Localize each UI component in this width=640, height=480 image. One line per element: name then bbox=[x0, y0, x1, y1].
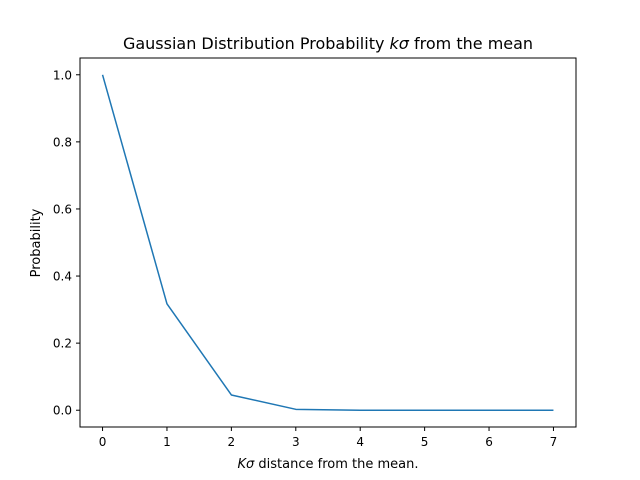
x-tick-label: 2 bbox=[228, 435, 236, 449]
x-axis-label-suffix: distance from the mean. bbox=[254, 457, 418, 472]
x-tick-label: 3 bbox=[292, 435, 300, 449]
x-tick-label: 4 bbox=[356, 435, 364, 449]
y-tick-label: 0.2 bbox=[53, 337, 72, 351]
y-tick-label: 1.0 bbox=[53, 68, 72, 82]
x-tick-label: 5 bbox=[421, 435, 429, 449]
plot-frame bbox=[79, 57, 577, 428]
chart-title-prefix: Gaussian Distribution Probability bbox=[123, 34, 390, 53]
y-tick-label: 0.8 bbox=[53, 135, 72, 149]
y-tick-label: 0.6 bbox=[53, 202, 72, 216]
x-axis: 0 1 2 3 4 5 6 7 bbox=[99, 427, 558, 449]
x-axis-label-math: Kσ bbox=[238, 457, 256, 472]
chart-title-math: kσ bbox=[390, 34, 410, 53]
x-axis-label: Kσ distance from the mean. bbox=[238, 457, 419, 472]
plot-area bbox=[79, 57, 577, 428]
chart-title: Gaussian Distribution Probability kσ fro… bbox=[123, 34, 533, 53]
series-line bbox=[101, 74, 554, 411]
x-tick-label: 6 bbox=[485, 435, 493, 449]
y-tick-label: 0.0 bbox=[53, 404, 72, 418]
y-axis-label: Probability bbox=[29, 208, 44, 277]
y-axis: 0.0 0.2 0.4 0.6 0.8 1.0 bbox=[53, 68, 80, 418]
y-tick-label: 0.4 bbox=[53, 270, 72, 284]
x-tick-label: 7 bbox=[550, 435, 558, 449]
chart-title-suffix: from the mean bbox=[409, 34, 533, 53]
x-tick-label: 1 bbox=[163, 435, 171, 449]
x-tick-label: 0 bbox=[99, 435, 107, 449]
series-layer bbox=[101, 74, 554, 411]
